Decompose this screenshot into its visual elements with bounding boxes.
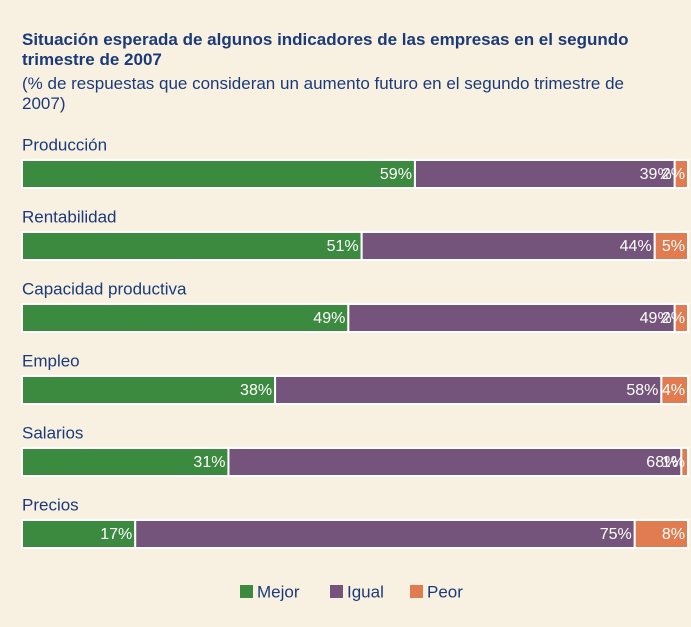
legend-label: Peor bbox=[427, 582, 463, 601]
bar-segment bbox=[673, 159, 689, 189]
category-label: Producción bbox=[22, 135, 107, 154]
category-label: Capacidad productiva bbox=[22, 279, 187, 298]
category-label: Empleo bbox=[22, 351, 80, 370]
bar-segment bbox=[360, 231, 656, 261]
value-label: 8% bbox=[662, 526, 685, 543]
value-label: 4% bbox=[662, 382, 685, 399]
bar-segment bbox=[633, 519, 689, 549]
value-label: 44% bbox=[620, 238, 652, 255]
value-label: 38% bbox=[240, 382, 272, 399]
legend-label: Igual bbox=[347, 582, 384, 601]
bar-segment bbox=[21, 303, 350, 333]
bar-segment bbox=[274, 375, 663, 405]
bar-segment bbox=[21, 231, 363, 261]
category-label: Salarios bbox=[22, 423, 83, 442]
legend-label: Mejor bbox=[257, 582, 300, 601]
value-label: 2% bbox=[662, 310, 685, 327]
bar-segment bbox=[413, 159, 676, 189]
value-label: 2% bbox=[662, 166, 685, 183]
bar-segment bbox=[21, 159, 416, 189]
value-label: 58% bbox=[626, 382, 658, 399]
value-label: 59% bbox=[380, 166, 412, 183]
bar-segment bbox=[134, 519, 636, 549]
value-label: 49% bbox=[640, 310, 672, 327]
bar-segment bbox=[660, 375, 689, 405]
legend-swatch bbox=[330, 585, 343, 598]
category-label: Rentabilidad bbox=[22, 207, 117, 226]
value-label: 75% bbox=[600, 526, 632, 543]
bar-segment bbox=[21, 447, 230, 477]
legend-swatch bbox=[240, 585, 253, 598]
value-label: 51% bbox=[327, 238, 359, 255]
legend-swatch bbox=[410, 585, 423, 598]
value-label: 5% bbox=[662, 238, 685, 255]
value-label: 1% bbox=[662, 454, 685, 471]
value-label: 39% bbox=[640, 166, 672, 183]
chart-subtitle: (% de respuestas que consideran un aumen… bbox=[22, 74, 624, 113]
value-label: 68% bbox=[646, 454, 678, 471]
bar-segment bbox=[227, 447, 683, 477]
value-label: 17% bbox=[100, 526, 132, 543]
bar-segment bbox=[680, 447, 690, 477]
category-label: Precios bbox=[22, 495, 79, 514]
bar-segment bbox=[673, 303, 689, 333]
value-label: 31% bbox=[193, 454, 225, 471]
bar-segment bbox=[347, 303, 676, 333]
bar-segment bbox=[21, 375, 277, 405]
value-label: 49% bbox=[313, 310, 345, 327]
bar-segment bbox=[21, 519, 137, 549]
chart-title: Situación esperada de algunos indicadore… bbox=[22, 30, 629, 69]
bar-segment bbox=[653, 231, 690, 261]
